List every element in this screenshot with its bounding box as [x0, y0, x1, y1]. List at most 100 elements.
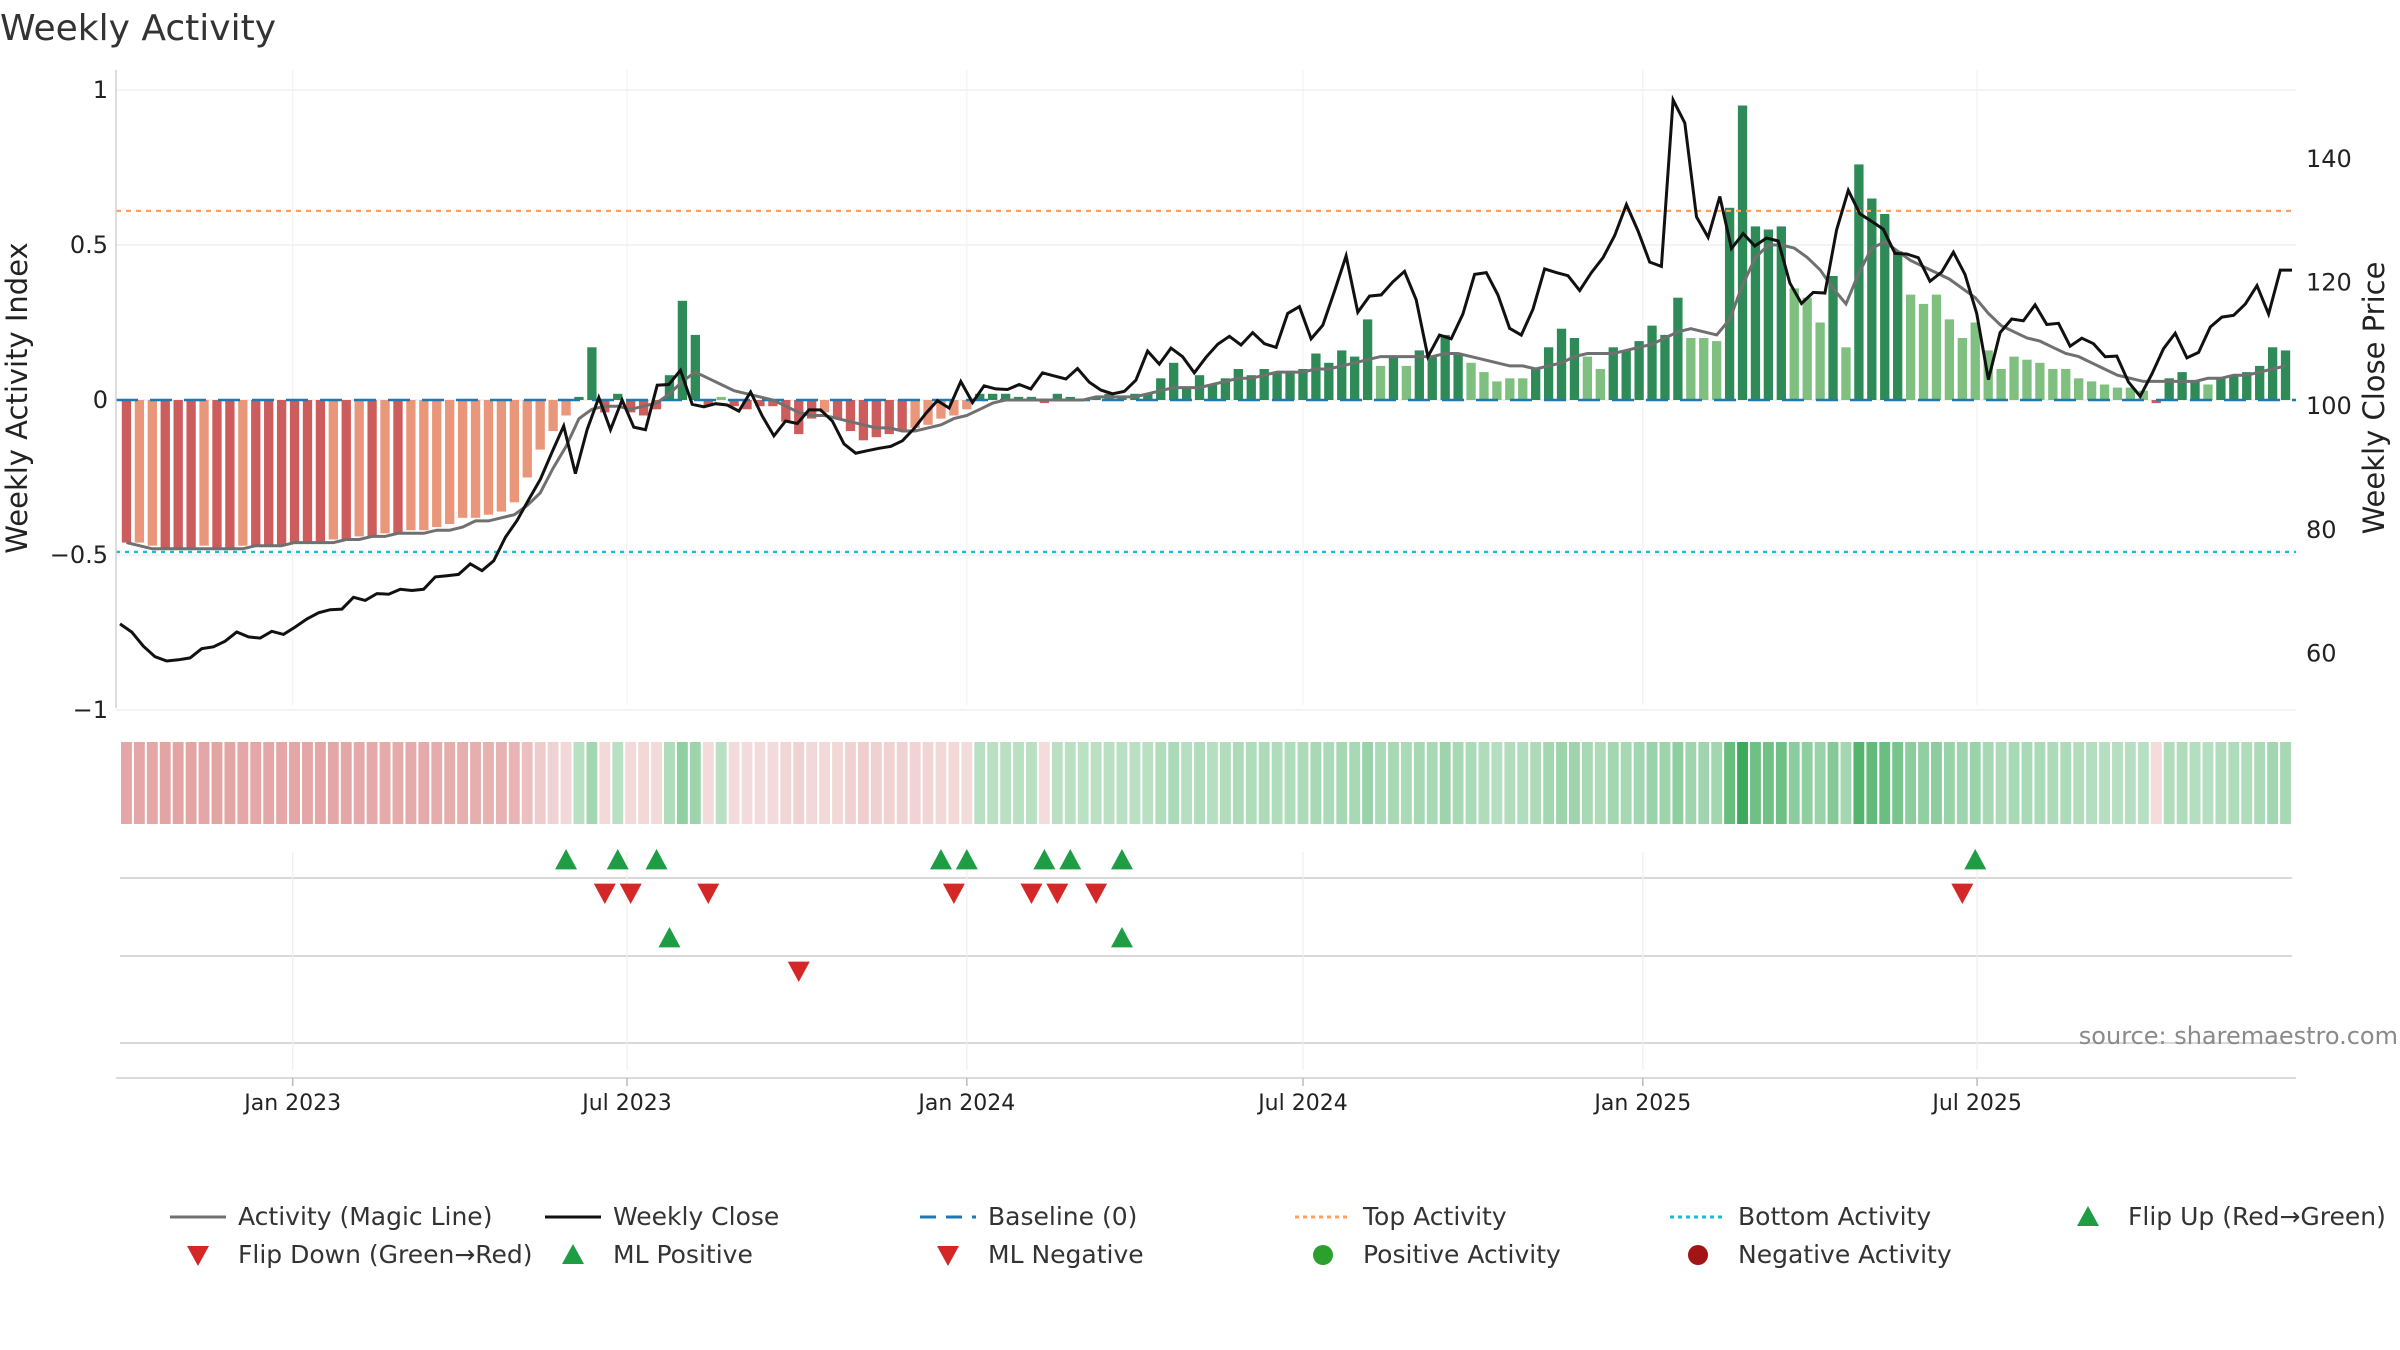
- heat-cell: [314, 742, 326, 824]
- heat-cell: [638, 742, 650, 824]
- activity-bar: [445, 400, 455, 524]
- activity-bar: [251, 400, 261, 546]
- heat-cell: [198, 742, 210, 824]
- activity-bar: [755, 400, 765, 407]
- legend: Activity (Magic Line) Weekly Close Baselin…: [170, 1202, 2386, 1269]
- activity-bar: [509, 400, 519, 503]
- activity-bar: [1272, 372, 1282, 400]
- activity-bar: [225, 400, 235, 549]
- activity-bar: [496, 400, 507, 512]
- heat-cell: [987, 742, 999, 824]
- activity-bar: [2009, 356, 2019, 400]
- y-left-tick-label: −1: [73, 696, 108, 724]
- activity-bar: [651, 400, 662, 410]
- legend-label: Flip Down (Green→Red): [238, 1240, 533, 1269]
- heat-cell: [1051, 742, 1063, 824]
- heat-cell: [1219, 742, 1231, 824]
- activity-bar: [574, 396, 584, 400]
- activity-bar: [1763, 229, 1774, 400]
- heat-cell: [2280, 742, 2291, 824]
- heat-cell: [534, 742, 546, 824]
- activity-bar: [1582, 356, 1593, 400]
- flip-down-marker: [1085, 883, 1108, 904]
- activity-bar: [1505, 378, 1515, 400]
- activity-bar: [768, 400, 778, 407]
- heat-cell: [948, 742, 960, 824]
- heat-cell: [211, 742, 223, 824]
- heat-cell: [508, 742, 520, 824]
- heat-cell: [1827, 742, 1839, 824]
- activity-bar: [936, 400, 946, 419]
- heat-cell: [1556, 742, 1567, 824]
- activity-bar: [884, 400, 894, 435]
- heat-cell: [1349, 742, 1361, 824]
- heat-cell: [1310, 742, 1322, 824]
- legend-label: Top Activity: [1362, 1202, 1507, 1231]
- legend-item: Flip Up (Red→Green): [2077, 1202, 2386, 1231]
- heat-cell: [1181, 742, 1193, 824]
- activity-bar: [2151, 400, 2161, 404]
- heat-cell: [1413, 742, 1425, 824]
- activity-bar: [147, 400, 157, 546]
- activity-bar: [1091, 396, 1101, 400]
- activity-bar: [1660, 334, 1670, 400]
- legend-item: Positive Activity: [1313, 1240, 1561, 1269]
- activity-bar: [1893, 251, 1903, 400]
- activity-bar: [1298, 369, 1308, 400]
- activity-bar: [1556, 328, 1567, 400]
- activity-bar: [638, 400, 649, 416]
- activity-bar: [1608, 347, 1618, 400]
- heat-cell: [1284, 742, 1296, 824]
- activity-bar: [393, 400, 403, 534]
- heat-cell: [767, 742, 779, 824]
- activity-bar: [1699, 338, 1709, 400]
- y-right-tick-label: 60: [2306, 640, 2337, 668]
- x-tick-label: Jan 2024: [916, 1091, 1015, 1116]
- legend-label: ML Positive: [613, 1240, 753, 1269]
- heat-cell: [1465, 742, 1477, 824]
- chart-title: Weekly Activity: [0, 8, 276, 49]
- legend-item: Activity (Magic Line): [170, 1202, 492, 1231]
- activity-bar: [910, 400, 920, 428]
- legend-label: Positive Activity: [1363, 1240, 1561, 1269]
- heat-cell: [405, 742, 417, 824]
- flip-down-marker: [1951, 883, 1974, 904]
- ml-negative-marker: [787, 961, 810, 982]
- heat-cell: [418, 742, 430, 824]
- heat-cell: [625, 742, 637, 824]
- activity-bar: [1776, 226, 1786, 400]
- heat-cell: [327, 742, 339, 824]
- heat-cell: [1853, 742, 1865, 824]
- heat-cell: [1116, 742, 1128, 824]
- heat-cell: [974, 742, 986, 824]
- activity-bar: [1117, 396, 1127, 400]
- activity-bar: [2242, 372, 2252, 400]
- legend-item: Top Activity: [1295, 1202, 1507, 1231]
- flip-up-marker: [1033, 849, 1056, 870]
- heat-cell: [689, 742, 701, 824]
- heat-cell: [1026, 742, 1037, 824]
- heat-cell: [2215, 742, 2227, 824]
- activity-bar: [2074, 378, 2084, 400]
- y-left-tick-label: 1: [93, 76, 108, 104]
- activity-bar: [858, 400, 869, 441]
- activity-bar: [1013, 396, 1024, 400]
- activity-bar: [2255, 365, 2265, 400]
- heat-cell: [1646, 742, 1658, 824]
- legend-label: ML Negative: [988, 1240, 1144, 1269]
- heat-cell: [1400, 742, 1412, 824]
- y-axis-right-label: Weekly Close Price: [2357, 262, 2391, 535]
- legend-swatch-circle: [1313, 1245, 1333, 1265]
- heat-cell: [1194, 742, 1205, 824]
- heat-cell: [612, 742, 624, 824]
- heat-cell: [1814, 742, 1826, 824]
- heat-cell: [1711, 742, 1723, 824]
- flip-up-marker: [1059, 849, 1082, 870]
- heat-cell: [1013, 742, 1024, 824]
- heat-cell: [2060, 742, 2072, 824]
- heat-cell: [1633, 742, 1645, 824]
- x-tick-label: Jul 2024: [1256, 1091, 1348, 1116]
- flip-up-marker: [955, 849, 978, 870]
- heat-cell: [1982, 742, 1994, 824]
- activity-bar: [1543, 347, 1554, 400]
